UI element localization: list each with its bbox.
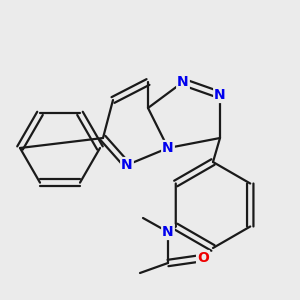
Text: N: N [214, 88, 226, 102]
Text: N: N [121, 158, 133, 172]
Text: N: N [162, 141, 174, 155]
Text: N: N [162, 225, 174, 239]
Text: O: O [197, 251, 209, 265]
Text: N: N [177, 75, 189, 89]
